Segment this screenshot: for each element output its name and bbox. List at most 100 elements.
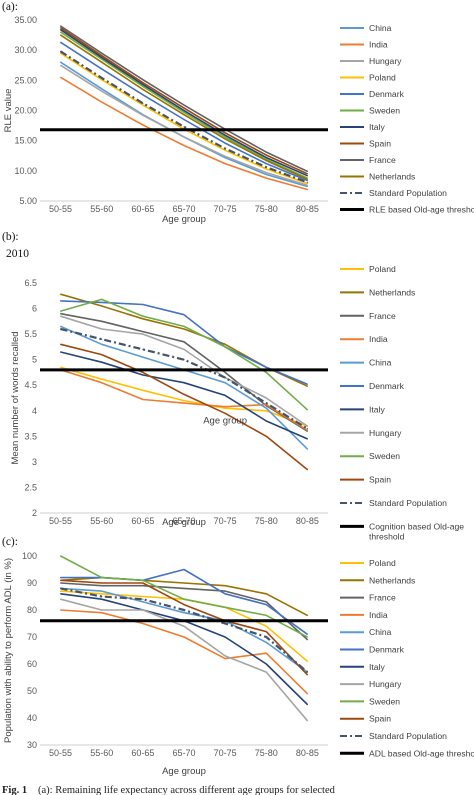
chart3-legend-label-sweden: Sweden xyxy=(369,696,400,706)
chart2-data-point-denmark xyxy=(265,366,267,368)
chart2-data-point-sweden xyxy=(60,310,62,312)
chart1-x-axis-label: Age group xyxy=(162,214,206,225)
chart3-legend-label-hungary: Hungary xyxy=(369,679,402,689)
chart1-data-point-poland xyxy=(224,149,226,151)
chart1-series-line-india xyxy=(60,76,308,191)
chart2-data-point-italy xyxy=(224,394,226,396)
chart3-data-point-netherlands xyxy=(306,614,308,617)
chart3-data-point-france xyxy=(224,590,226,592)
chart2-x-tick-label: 55-60 xyxy=(90,516,113,526)
chart1-data-point-india xyxy=(183,144,185,147)
chart1-data-point-india xyxy=(265,177,267,179)
chart3-data-point-poland xyxy=(306,660,308,662)
chart3-legend-label-denmark: Denmark xyxy=(369,645,405,655)
chart2-legend-label-sweden: Sweden xyxy=(369,451,400,461)
chart3-data-point-denmark xyxy=(265,604,267,606)
chart1-data-point-denmark xyxy=(306,179,308,182)
chart2-data-point-italy xyxy=(142,374,144,376)
chart1-data-point-india xyxy=(60,76,62,78)
chart1-data-point-standard-population xyxy=(101,77,103,79)
chart1-legend-label-hungary: Hungary xyxy=(369,56,402,66)
chart1-legend-label-france: France xyxy=(369,155,396,165)
chart3-y-tick-label: 70 xyxy=(27,632,37,642)
chart3-data-point-france xyxy=(265,601,267,603)
chart1-data-point-italy xyxy=(101,56,103,59)
chart2-x-tick-label: 75-80 xyxy=(255,516,278,526)
chart3-data-point-india xyxy=(183,636,185,638)
chart1-data-point-italy xyxy=(306,175,308,177)
chart1-y-tick-label: 25.00 xyxy=(14,75,37,85)
chart1-data-point-netherlands xyxy=(306,178,308,180)
chart1-data-point-italy xyxy=(183,109,185,112)
chart2-x-tick-label: 65-70 xyxy=(172,516,195,526)
chart1-data-point-sweden xyxy=(101,58,103,60)
chart3-data-point-sweden xyxy=(306,636,308,638)
chart1-data-point-denmark xyxy=(142,94,144,96)
chart1-data-point-hungary xyxy=(183,136,185,138)
chart2-data-point-france xyxy=(306,430,308,432)
chart1-data-point-china xyxy=(101,88,103,90)
chart1-data-point-italy xyxy=(142,84,144,86)
chart2-x-axis-label: Age group xyxy=(162,517,206,528)
chart2-data-point-standard-population xyxy=(306,428,308,430)
chart3-data-point-sweden xyxy=(60,555,62,557)
chart2-data-point-poland xyxy=(183,400,185,402)
chart2-data-point-poland xyxy=(142,389,144,391)
chart1-data-point-italy xyxy=(265,157,267,159)
chart2-data-point-hungary xyxy=(265,397,267,399)
chart3-data-point-france xyxy=(60,582,62,584)
chart2-data-point-france xyxy=(183,341,185,343)
chart3-data-point-italy xyxy=(265,663,267,665)
chart3-y-tick-label: 90 xyxy=(27,578,37,588)
chart2-data-point-standard-population xyxy=(60,328,62,330)
chart1-data-point-denmark xyxy=(101,68,103,70)
chart2-data-point-netherlands xyxy=(183,328,185,330)
chart3-y-tick-label: 30 xyxy=(27,740,37,750)
chart3-data-point-italy xyxy=(306,703,308,706)
chart1-data-point-hungary xyxy=(101,90,103,92)
chart2-series-line-standard-population xyxy=(60,327,308,430)
chart3-data-point-france xyxy=(183,587,185,590)
chart1-data-point-standard-population xyxy=(142,102,144,104)
chart2-y-tick-label: 6 xyxy=(32,304,37,314)
chart2-data-point-spain xyxy=(306,469,308,471)
chart1-data-point-italy xyxy=(224,134,226,136)
chart1-legend-label-sweden: Sweden xyxy=(369,106,400,116)
chart3-data-point-sweden xyxy=(101,577,103,579)
chart3-data-point-india xyxy=(60,609,62,611)
chart3-panel-label: (c): xyxy=(2,536,18,548)
chart3-legend-label-spain: Spain xyxy=(369,714,391,724)
chart3-data-point-italy xyxy=(60,593,62,595)
chart2-y-tick-label: 5 xyxy=(32,355,37,365)
chart2-data-point-denmark xyxy=(60,300,62,302)
chart3-data-point-netherlands xyxy=(265,593,267,595)
chart2-data-point-china xyxy=(306,448,308,450)
figure-caption-text: (a): Remaining life expectancy across di… xyxy=(38,785,336,795)
chart1-legend-label-india: India xyxy=(369,40,388,50)
chart1-data-point-poland xyxy=(265,168,267,170)
chart3-data-point-france xyxy=(101,585,103,587)
chart1-legend-label-italy: Italy xyxy=(369,122,385,132)
chart3-data-point-spain xyxy=(60,579,62,581)
chart2-data-point-china xyxy=(224,382,226,384)
chart3-data-point-india xyxy=(306,693,308,695)
chart1-data-point-sweden xyxy=(224,136,226,138)
chart1-y-tick-label: 15.00 xyxy=(14,136,37,146)
chart3-data-point-italy xyxy=(101,598,103,600)
chart1-x-tick-label: 65-70 xyxy=(172,204,195,214)
chart2-legend-label-denmark: Denmark xyxy=(369,381,405,391)
chart1-legend-label-denmark: Denmark xyxy=(369,89,405,99)
chart3-data-point-hungary xyxy=(306,720,308,722)
chart2-data-point-poland xyxy=(224,407,226,409)
chart2-data-point-italy xyxy=(265,420,267,422)
chart2-legend-label-hungary: Hungary xyxy=(369,428,402,438)
chart1-y-axis-label: RLE value xyxy=(3,89,14,133)
chart2-x-tick-label: 80-85 xyxy=(296,516,319,526)
chart2-data-point-france xyxy=(60,313,62,315)
chart1-data-point-india xyxy=(101,101,103,103)
chart3-data-point-hungary xyxy=(224,655,226,657)
chart1-data-point-sweden xyxy=(142,85,144,87)
chart1-data-point-france xyxy=(101,52,103,54)
chart1-y-tick-label: 20.00 xyxy=(14,106,37,116)
